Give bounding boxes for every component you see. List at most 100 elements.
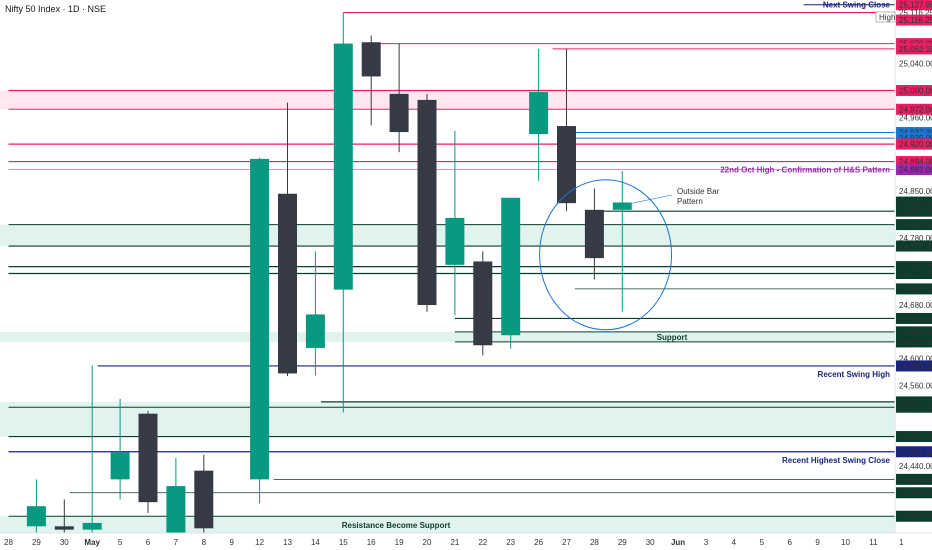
x-tick-1: 29 bbox=[32, 538, 41, 547]
price-label-2: 25,116.25 bbox=[899, 16, 932, 25]
price-tag-bg-15 bbox=[896, 196, 932, 208]
price-tag-bg-6 bbox=[896, 85, 932, 97]
x-tick-24: Jun bbox=[671, 538, 685, 547]
price-tag-bg-19 bbox=[896, 240, 932, 252]
x-tick-26: 4 bbox=[732, 538, 737, 547]
x-tick-11: 14 bbox=[311, 538, 320, 547]
candle-body-17 bbox=[529, 91, 549, 135]
x-tick-4: 5 bbox=[118, 538, 123, 547]
x-tick-2: 30 bbox=[60, 538, 69, 547]
price-label-27: 24,600.00 bbox=[899, 355, 932, 364]
price-label-0: 25,127.95 bbox=[899, 1, 932, 10]
price-label-31: 24,527.65 bbox=[899, 403, 932, 412]
price-tag-bg-35 bbox=[896, 473, 932, 485]
price-tag-bg-9 bbox=[896, 127, 932, 139]
x-tick-5: 6 bbox=[146, 538, 151, 547]
candle-body-14 bbox=[445, 217, 465, 265]
price-tag-bg-13 bbox=[896, 164, 932, 176]
candle-body-3 bbox=[110, 452, 130, 480]
x-tick-29: 9 bbox=[815, 538, 820, 547]
price-label-6: 25,000.00 bbox=[899, 87, 932, 96]
price-tag-bg-12 bbox=[896, 156, 932, 168]
price-label-20: 24,737.30 bbox=[899, 263, 932, 272]
candle-body-12 bbox=[389, 93, 409, 133]
candle-body-18 bbox=[557, 126, 576, 204]
price-tag-bg-10 bbox=[896, 132, 932, 144]
annotation-0: Next Swing Close bbox=[823, 1, 891, 10]
x-tick-16: 21 bbox=[450, 538, 459, 547]
price-tag-bg-4 bbox=[896, 43, 932, 55]
x-tick-18: 23 bbox=[506, 538, 515, 547]
price-label-11: 24,920.00 bbox=[899, 140, 932, 149]
price-label-10: 24,929.00 bbox=[899, 134, 932, 143]
outside-bar-ellipse bbox=[539, 179, 673, 331]
price-label-5: 25,040.00 bbox=[899, 60, 932, 69]
price-label-7: 24,972.00 bbox=[899, 105, 932, 114]
annotation-4: Recent Highest Swing Close bbox=[782, 456, 891, 465]
x-tick-19: 26 bbox=[534, 538, 543, 547]
price-label-17: 24,800.00 bbox=[899, 221, 932, 230]
candle-body-9 bbox=[305, 314, 325, 348]
candle-body-16 bbox=[501, 197, 521, 336]
price-label-15: 24,833.60 bbox=[899, 198, 932, 207]
x-tick-12: 15 bbox=[339, 538, 348, 547]
price-tag-bg-21 bbox=[896, 268, 932, 280]
price-tag-bg-37 bbox=[896, 510, 932, 522]
x-tick-22: 29 bbox=[618, 538, 627, 547]
candle-body-1 bbox=[54, 526, 74, 530]
x-tick-32: 1 bbox=[899, 538, 904, 547]
zone-0 bbox=[0, 90, 895, 110]
price-label-33: 24,461.15 bbox=[899, 448, 932, 457]
callout-line1: Outside Bar bbox=[677, 187, 720, 196]
price-label-19: 24,768.00 bbox=[899, 242, 932, 251]
price-tag-bg-22 bbox=[896, 283, 932, 295]
candle-body-2 bbox=[82, 522, 102, 530]
price-tag-bg-16 bbox=[896, 205, 932, 217]
x-tick-17: 22 bbox=[478, 538, 487, 547]
price-tag-bg-25 bbox=[896, 326, 932, 338]
x-tick-3: May bbox=[84, 538, 100, 547]
price-label-8: 24,960.00 bbox=[899, 113, 932, 122]
x-tick-8: 9 bbox=[229, 538, 234, 547]
zone-4 bbox=[0, 516, 895, 533]
callout-leader bbox=[632, 194, 673, 204]
price-label-14: 24,850.00 bbox=[899, 187, 932, 196]
price-tag-bg-24 bbox=[896, 312, 932, 324]
x-tick-23: 30 bbox=[646, 538, 655, 547]
x-tick-0: 28 bbox=[4, 538, 13, 547]
price-tag-bg-20 bbox=[896, 261, 932, 273]
candle-body-6 bbox=[194, 470, 214, 529]
high-tag: High bbox=[879, 13, 895, 22]
chart-title: Nifty 50 Index · 1D · NSE bbox=[5, 4, 107, 14]
price-label-22: 24,704.10 bbox=[899, 285, 932, 294]
x-tick-10: 13 bbox=[283, 538, 292, 547]
x-tick-14: 19 bbox=[395, 538, 404, 547]
price-tag-bg-2 bbox=[896, 14, 932, 26]
price-tag-bg-28 bbox=[896, 360, 932, 372]
candle-body-19 bbox=[584, 209, 604, 259]
annotation-1: 22nd Oct High - Confirmation of H&S Patt… bbox=[720, 166, 890, 175]
candle-body-11 bbox=[361, 42, 381, 77]
price-label-12: 24,894.00 bbox=[899, 158, 932, 167]
candle-body-5 bbox=[166, 486, 186, 533]
callout-line2: Pattern bbox=[677, 197, 703, 206]
x-tick-6: 7 bbox=[174, 538, 179, 547]
candle-body-10 bbox=[333, 43, 353, 290]
x-tick-31: 11 bbox=[869, 538, 878, 547]
price-label-32: 24,483.85 bbox=[899, 433, 932, 442]
price-label-1: 25,116.25 bbox=[899, 9, 932, 18]
candle-body-13 bbox=[417, 99, 437, 306]
price-label-29: 24,560.00 bbox=[899, 382, 932, 391]
price-label-23: 24,680.00 bbox=[899, 301, 932, 310]
annotation-5: Resistance Become Support bbox=[342, 521, 451, 530]
x-tick-25: 3 bbox=[704, 538, 709, 547]
price-tag-bg-31 bbox=[896, 401, 932, 413]
price-tag-bg-26 bbox=[896, 336, 932, 348]
price-label-4: 25,062.10 bbox=[899, 45, 932, 54]
price-tag-bg-33 bbox=[896, 446, 932, 458]
annotation-3: Recent Swing High bbox=[818, 370, 891, 379]
price-label-13: 24,882.00 bbox=[899, 166, 932, 175]
candle-body-20 bbox=[612, 202, 632, 210]
